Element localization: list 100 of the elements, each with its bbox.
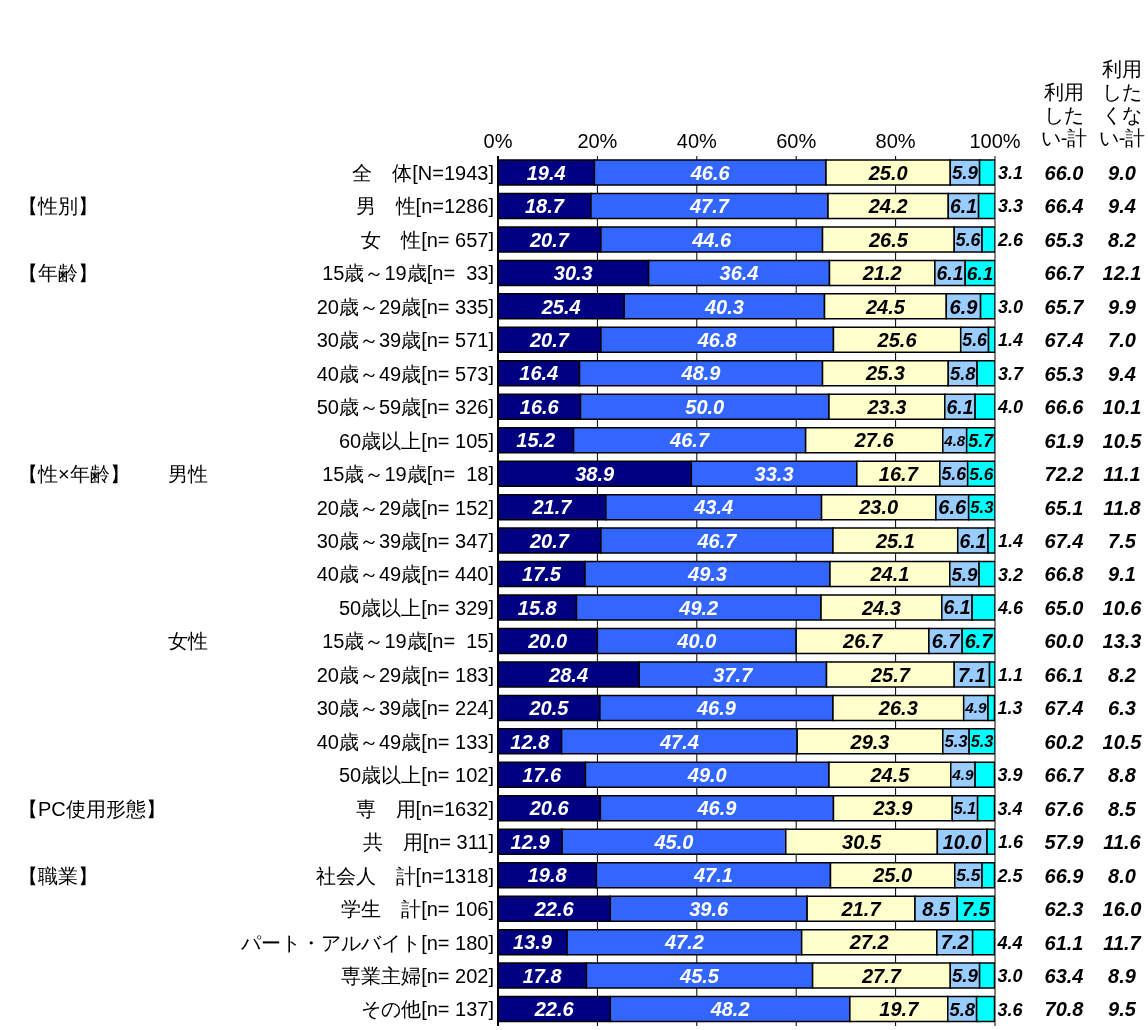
text: 66.0 xyxy=(1044,161,1084,184)
data-label: 21.7 xyxy=(840,897,882,920)
data-label: 12.9 xyxy=(510,830,551,853)
data-label: 5.6 xyxy=(969,463,994,484)
data-label: 26.7 xyxy=(842,630,883,653)
data-label: 3.3 xyxy=(998,196,1024,217)
data-label: 24.5 xyxy=(869,764,911,787)
data-label: 27.6 xyxy=(853,429,895,452)
x-tick-label: 100% xyxy=(969,130,1021,152)
data-label: 5.9 xyxy=(951,162,979,184)
data-label: 45.5 xyxy=(679,964,720,987)
y-tick-label: 全 体[N=1943] xyxy=(352,161,494,184)
data-label: 36.4 xyxy=(719,262,759,285)
text: 65.1 xyxy=(1044,496,1084,519)
text: 8.8 xyxy=(1108,764,1136,787)
text: 9.9 xyxy=(1108,295,1136,318)
data-label: 46.6 xyxy=(689,161,731,184)
data-label: 4.8 xyxy=(943,431,966,449)
text: 11.7 xyxy=(1103,931,1141,954)
data-label: 3.4 xyxy=(997,798,1023,819)
text: 10.6 xyxy=(1102,596,1142,619)
data-label: 4.4 xyxy=(996,932,1023,953)
y-tick-label: 20歳～29歳[n= 152] xyxy=(316,496,494,519)
y-tick-label: 30歳～39歳[n= 224] xyxy=(316,697,494,720)
data-label: 46.9 xyxy=(696,797,738,820)
y-tick-label: 40歳～49歳[n= 440] xyxy=(316,563,494,586)
text: 60.0 xyxy=(1044,630,1084,653)
data-label: 24.1 xyxy=(869,563,910,586)
data-label: 3.2 xyxy=(998,564,1024,585)
y-tick-label: 30歳～39歳[n= 347] xyxy=(316,530,494,553)
text: 11.6 xyxy=(1103,831,1141,854)
data-label: 6.9 xyxy=(949,295,979,318)
text: 利用したい-計 xyxy=(1039,81,1089,150)
data-label: 5.3 xyxy=(970,732,994,751)
y-tick-label: 40歳～49歳[n= 573] xyxy=(316,362,494,385)
text: 10.1 xyxy=(1102,396,1142,419)
data-label: 10.0 xyxy=(942,830,982,853)
data-label: 46.9 xyxy=(695,697,737,720)
text: 67.6 xyxy=(1044,797,1084,820)
data-label: 40.0 xyxy=(676,630,717,653)
text: 66.7 xyxy=(1044,764,1084,787)
data-label: 28.4 xyxy=(548,663,589,686)
data-label: 5.9 xyxy=(951,965,979,987)
x-tick-label: 80% xyxy=(875,130,916,152)
data-label: 6.1 xyxy=(946,395,974,418)
y-tick-label: 50歳以上[n= 329] xyxy=(338,596,494,619)
data-label: 5.3 xyxy=(944,732,969,752)
text: 利用したくない-計 xyxy=(1097,58,1147,150)
data-label: 6.7 xyxy=(964,630,994,653)
data-label: 5.1 xyxy=(953,800,977,818)
data-label: 6.1 xyxy=(943,596,971,619)
data-label: 47.4 xyxy=(658,730,699,753)
data-label: 6.1 xyxy=(966,262,994,284)
data-label: 37.7 xyxy=(713,663,754,686)
text: 10.5 xyxy=(1102,730,1142,753)
text: 8.5 xyxy=(1108,797,1136,820)
data-label: 19.7 xyxy=(879,998,920,1021)
data-label: 47.7 xyxy=(689,195,730,218)
data-label: 20.6 xyxy=(528,797,570,820)
data-label: 21.7 xyxy=(531,496,573,519)
data-label: 5.3 xyxy=(970,498,995,518)
data-label: 4.6 xyxy=(997,598,1025,618)
text: 70.8 xyxy=(1044,998,1084,1021)
data-label: 13.9 xyxy=(513,931,553,954)
text: 9.4 xyxy=(1108,362,1136,385)
data-label: 49.2 xyxy=(678,596,719,619)
text: 66.9 xyxy=(1044,864,1084,887)
category-label: 【性別】 男 性[n=1286] xyxy=(18,195,494,218)
text: 8.0 xyxy=(1108,864,1136,887)
text: 11.1 xyxy=(1103,463,1141,486)
y-tick-label: 共 用[n= 311] xyxy=(362,831,494,854)
text: 72.2 xyxy=(1044,463,1084,486)
data-label: 3.7 xyxy=(998,363,1025,384)
text: 61.9 xyxy=(1044,429,1084,452)
data-label: 25.1 xyxy=(874,529,915,552)
category-label: 【職業】 社会人 計[n=1318] xyxy=(18,864,494,887)
data-label: 40.3 xyxy=(703,295,744,318)
data-label: 7.1 xyxy=(957,663,986,686)
data-label: 25.4 xyxy=(540,295,581,318)
data-label: 1.1 xyxy=(998,664,1024,685)
data-label: 2.5 xyxy=(996,865,1024,886)
data-label: 3.1 xyxy=(998,163,1024,183)
text: 67.4 xyxy=(1044,530,1084,553)
y-tick-label: 学生 計[n= 106] xyxy=(341,898,494,921)
text: 9.0 xyxy=(1108,161,1136,184)
text: 9.1 xyxy=(1108,563,1136,586)
text: 62.3 xyxy=(1044,898,1084,921)
data-label: 1.6 xyxy=(998,832,1025,853)
data-label: 20.7 xyxy=(528,529,570,552)
text: 65.0 xyxy=(1044,596,1084,619)
data-label: 25.0 xyxy=(872,864,913,887)
data-label: 21.2 xyxy=(861,262,902,285)
data-label: 5.8 xyxy=(949,362,977,384)
data-label: 6.6 xyxy=(938,496,968,519)
data-label: 4.9 xyxy=(951,766,975,784)
data-label: 25.3 xyxy=(864,362,905,385)
data-label: 3.6 xyxy=(997,999,1024,1020)
data-label: 38.9 xyxy=(575,462,615,485)
y-tick-label: 50歳～59歳[n= 326] xyxy=(316,396,494,419)
data-label: 30.3 xyxy=(553,262,593,285)
